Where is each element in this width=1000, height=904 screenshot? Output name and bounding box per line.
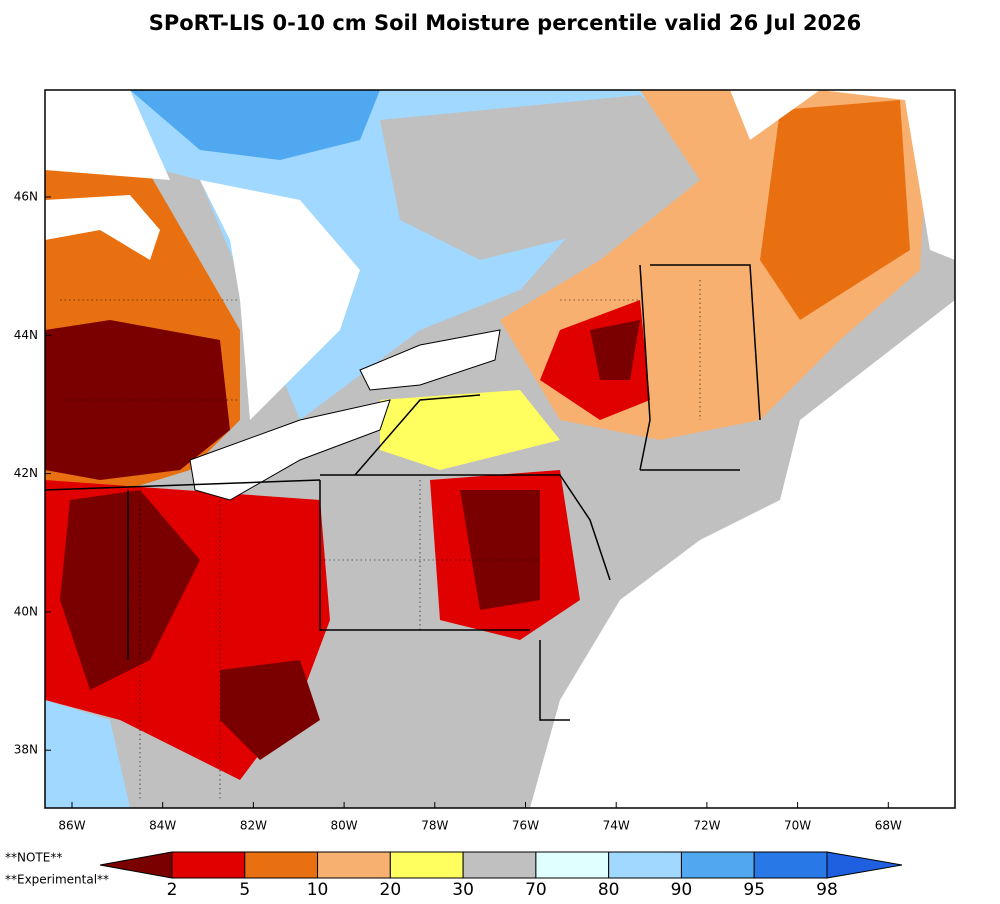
indiana-very-dry (60, 490, 200, 690)
lon-label: 80W (331, 819, 358, 833)
lon-label: 84W (149, 819, 176, 833)
map-frame (44, 89, 956, 809)
wv-very-dry (220, 660, 320, 760)
map-area (45, 90, 955, 808)
kentucky-moist (45, 700, 130, 808)
lon-label: 76W (512, 819, 539, 833)
lat-label: 46N (14, 190, 38, 204)
axis-labels: 46N 44N 42N 40N 38N 86W 84W 82W 80W 78W 76W 74W 72W 7… (14, 190, 902, 833)
colorbar-label: 20 (380, 880, 402, 900)
colorbar-segment (462, 851, 537, 879)
colorbar-segment (317, 851, 391, 879)
lon-label: 78W (421, 819, 448, 833)
note: **NOTE** (5, 851, 62, 865)
colorbar-segment (389, 851, 464, 879)
colorbar-segment (171, 851, 246, 879)
colorbar-segment (244, 851, 319, 879)
colorbar-label: 98 (816, 880, 838, 900)
colorbar-label: 80 (598, 880, 620, 900)
colorbar: 2 5 10 20 30 70 80 90 95 98 (99, 851, 903, 900)
lon-label: 68W (875, 819, 902, 833)
lake-erie (189, 399, 391, 501)
ny-very-dry (590, 320, 640, 380)
lake-ontario (359, 329, 501, 391)
colorbar-label: 2 (167, 880, 178, 900)
lon-label: 74W (603, 819, 630, 833)
lake-superior (45, 90, 170, 180)
colorbar-label: 30 (452, 880, 474, 900)
atlantic-north (730, 90, 955, 260)
lon-label: 86W (58, 819, 85, 833)
lat-label: 40N (14, 604, 38, 618)
canada-normal (380, 95, 700, 260)
colorbar-label: 5 (239, 880, 250, 900)
colorbar-end (99, 851, 173, 879)
county-lines (60, 280, 701, 800)
maine-dry (760, 100, 910, 320)
colorbar-segment (753, 851, 828, 879)
lon-label: 82W (240, 819, 267, 833)
lat-label: 44N (14, 328, 38, 342)
colorbar-end (826, 851, 903, 879)
colorbar-segment (608, 851, 682, 879)
colorbar-label: 90 (671, 880, 693, 900)
colorbar-label: 10 (307, 880, 329, 900)
lat-label: 42N (14, 466, 38, 480)
colorbar-segment (535, 851, 610, 879)
canada-wet (130, 90, 380, 160)
atlantic-ocean (530, 300, 955, 808)
colorbar-label: 95 (743, 880, 765, 900)
colorbar-label: 70 (525, 880, 547, 900)
state-borders (45, 264, 761, 721)
title: SPoRT-LIS 0-10 cm Soil Moisture percenti… (149, 11, 862, 35)
lon-label: 70W (784, 819, 811, 833)
pa-very-dry (460, 490, 540, 610)
lon-label: 72W (693, 819, 720, 833)
lake-huron (200, 180, 360, 420)
note: **Experimental** (5, 873, 109, 887)
lat-label: 38N (14, 743, 38, 757)
colorbar-segment (680, 851, 755, 879)
ny-south-moderate (380, 390, 560, 470)
lake-michigan (45, 195, 160, 260)
